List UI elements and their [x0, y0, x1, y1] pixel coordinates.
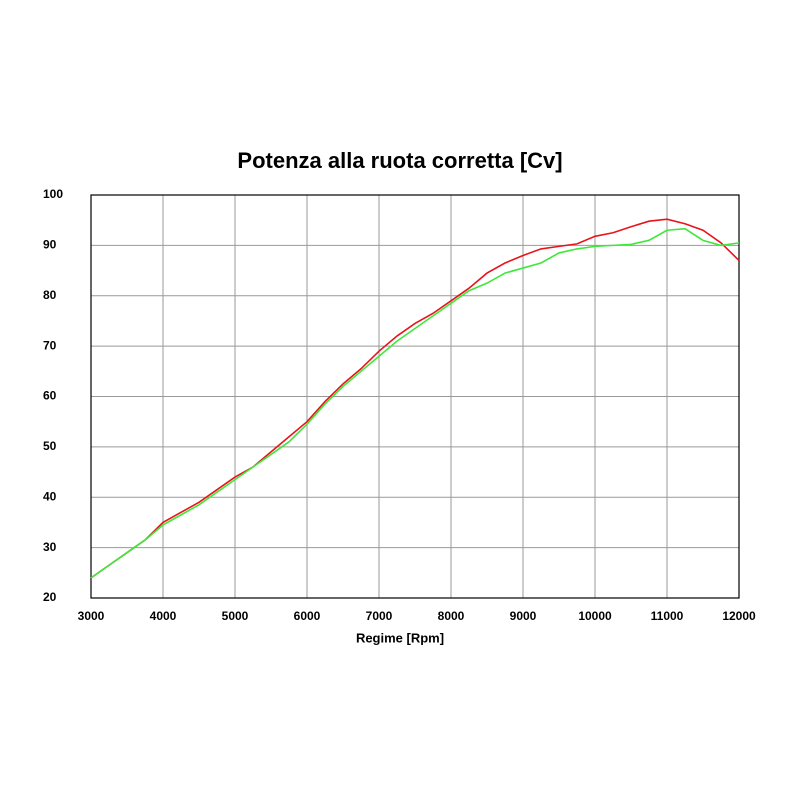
- x-tick-label: 8000: [438, 609, 465, 623]
- x-tick-label: 6000: [294, 609, 321, 623]
- x-tick-label: 7000: [366, 609, 393, 623]
- y-tick-label: 40: [43, 489, 57, 503]
- data-line: [90, 227, 740, 579]
- plot-border: [90, 194, 740, 599]
- y-tick-label: 60: [43, 389, 57, 403]
- x-tick-label: 3000: [78, 609, 105, 623]
- y-tick-label: 50: [43, 439, 57, 453]
- chart-title: Potenza alla ruota corretta [Cv]: [237, 148, 562, 173]
- x-tick-label: 10000: [578, 609, 612, 623]
- x-tick-label: 11000: [651, 609, 684, 623]
- x-tick-label: 9000: [510, 609, 537, 623]
- x-tick-label: 5000: [222, 609, 249, 623]
- y-tick-label: 30: [43, 540, 57, 554]
- y-tick-label: 20: [43, 590, 57, 604]
- x-axis-label: Regime [Rpm]: [356, 630, 444, 645]
- y-tick-label: 90: [43, 238, 57, 252]
- x-tick-label: 12000: [722, 609, 756, 623]
- y-tick-label: 70: [43, 338, 57, 352]
- x-tick-label: 4000: [150, 609, 177, 623]
- y-tick-label: 100: [43, 187, 63, 201]
- y-tick-label: 80: [43, 288, 57, 302]
- data-line: [90, 218, 740, 579]
